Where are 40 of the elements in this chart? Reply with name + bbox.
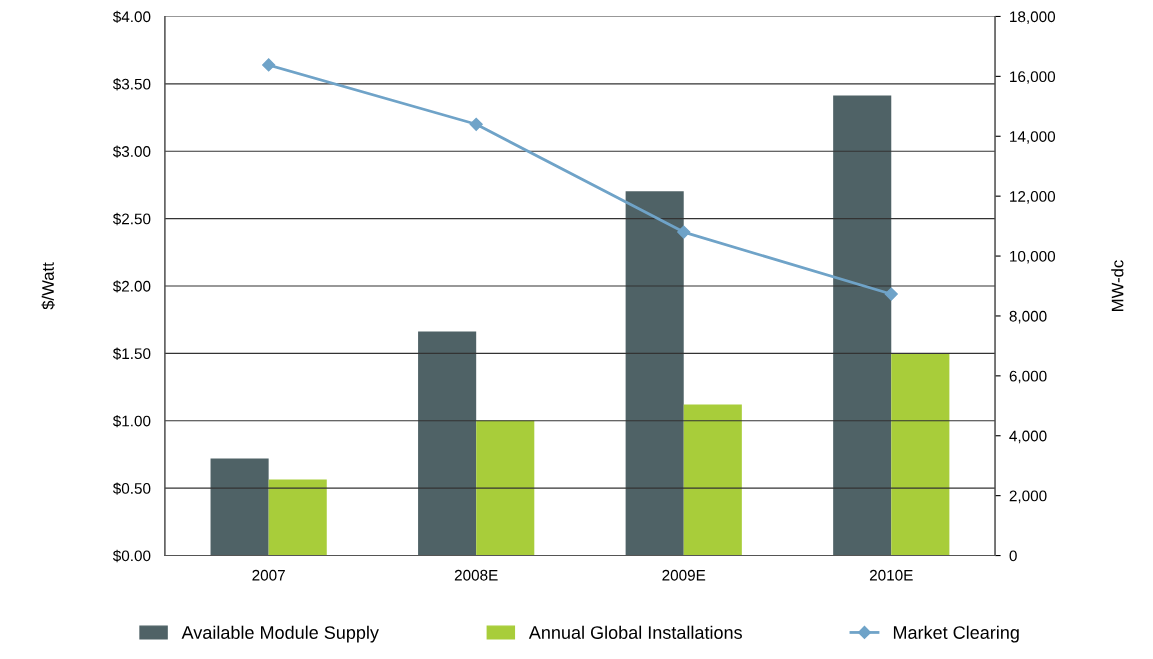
point [469,117,483,131]
x-tick-label: 2009E [662,569,706,581]
y-tick-label: $3.50 [112,78,151,91]
y-axis-title: $/Watt [41,262,55,310]
y2-tick-label: 8,000 [1009,310,1047,324]
y-tick-label: $0.50 [112,482,151,495]
bar [625,191,684,556]
y2-tick-label: 14,000 [1010,131,1056,144]
bar [210,458,269,556]
x-tick-label: 2010E [869,569,913,581]
bar [476,420,535,556]
y2-tick-label: 18,000 [1010,11,1056,24]
y-tick-label: $1.50 [112,347,151,360]
point [884,287,898,301]
legend-label: Available Module Supply [181,625,379,643]
y2-tick-label: 10,000 [1010,250,1056,264]
y-tick-label: $2.00 [112,280,151,293]
point [677,225,691,239]
y-tick-label: $2.50 [112,212,151,226]
bar [683,404,742,556]
y2-tick-label: 4,000 [1009,430,1047,444]
y-tick-label: $4.00 [112,10,151,24]
x-tick-label: 2008E [454,569,498,581]
y2-tick-label: 0 [1009,550,1017,562]
bar [833,95,892,556]
y-tick-label: $1.00 [112,415,151,428]
bar [268,479,327,556]
y-tick-label: $3.00 [112,145,151,158]
bar [891,353,950,556]
y2-tick-label: 16,000 [1010,71,1056,84]
x-tick-label: 2007 [252,569,285,581]
y-tick-label: $0.00 [112,549,151,563]
y2-tick-label: 2,000 [1009,490,1047,504]
y2-axis-title: MW-dc [1111,260,1124,311]
y2-tick-label: 12,000 [1010,191,1056,204]
y2-tick-label: 6,000 [1009,370,1047,384]
bar [418,331,477,556]
legend-label: Annual Global Installations [528,625,742,639]
point [262,58,276,72]
legend-label: Market Clearing [893,625,1019,643]
